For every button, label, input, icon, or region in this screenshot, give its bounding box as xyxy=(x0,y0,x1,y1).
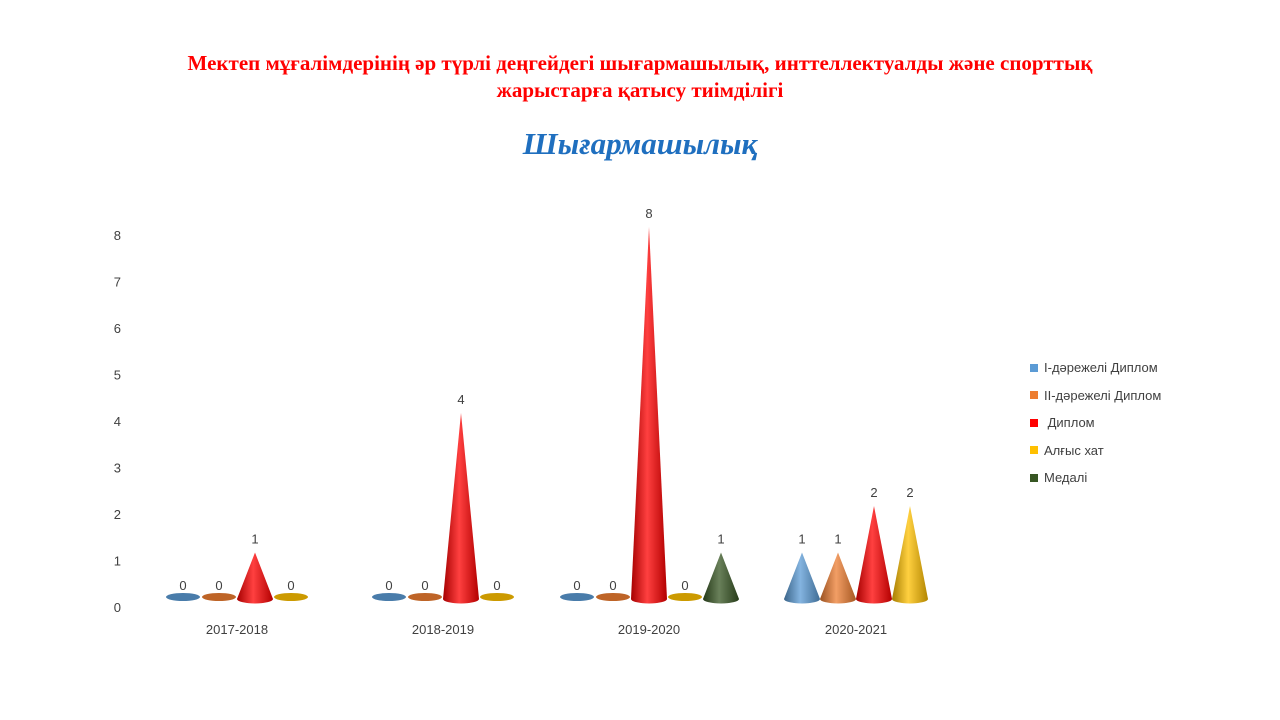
y-tick-label: 2 xyxy=(114,507,121,522)
category-label: 2017-2018 xyxy=(206,622,268,637)
data-label: 0 xyxy=(385,578,392,593)
legend-swatch xyxy=(1030,391,1038,400)
category-label: 2020-2021 xyxy=(825,622,887,637)
cone-mark xyxy=(274,593,308,601)
cone-mark xyxy=(560,593,594,601)
y-tick-label: 6 xyxy=(114,321,121,336)
cone-mark xyxy=(784,552,820,604)
data-label: 1 xyxy=(798,532,805,547)
data-label: 4 xyxy=(457,392,464,407)
cone-mark xyxy=(166,593,200,601)
data-label: 0 xyxy=(179,578,186,593)
main-title: Мектеп мұғалімдерінің әр түрлі деңгейдег… xyxy=(80,50,1200,104)
y-tick-label: 7 xyxy=(114,275,121,290)
data-label: 0 xyxy=(493,578,500,593)
data-label: 0 xyxy=(287,578,294,593)
data-label: 1 xyxy=(834,532,841,547)
legend-label: I-дәрежелі Диплом xyxy=(1044,360,1158,376)
y-tick-label: 4 xyxy=(114,414,121,429)
y-tick-label: 0 xyxy=(114,600,121,615)
data-label: 1 xyxy=(717,532,724,547)
cone-mark xyxy=(237,552,273,604)
cone-mark xyxy=(408,593,442,601)
y-tick-label: 1 xyxy=(114,554,121,569)
legend-item: Диплом xyxy=(1030,409,1161,437)
data-label: 0 xyxy=(573,578,580,593)
cone-mark xyxy=(480,593,514,601)
cone-mark xyxy=(443,413,479,604)
chart-title: Шығармашылық xyxy=(522,126,758,161)
legend-label: II-дәрежелі Диплом xyxy=(1044,387,1162,403)
cone-mark xyxy=(703,552,739,604)
category-label: 2018-2019 xyxy=(412,622,474,637)
legend-item: Алғыс хат xyxy=(1030,437,1161,465)
legend-item: II-дәрежелі Диплом xyxy=(1030,382,1161,410)
cone-mark xyxy=(202,593,236,601)
legend-swatch xyxy=(1030,446,1038,455)
data-label: 0 xyxy=(421,578,428,593)
cone-mark xyxy=(596,593,630,601)
legend-label: Алғыс хат xyxy=(1044,442,1104,458)
cone-mark xyxy=(856,506,892,604)
chart-legend: I-дәрежелі Диплом II-дәрежелі Диплом Дипл… xyxy=(1030,354,1161,492)
legend-label: Медалі xyxy=(1044,470,1088,486)
data-label: 2 xyxy=(870,485,877,500)
legend-swatch xyxy=(1030,418,1038,427)
data-label: 0 xyxy=(609,578,616,593)
data-label: 0 xyxy=(215,578,222,593)
legend-label: Диплом xyxy=(1044,415,1095,431)
data-label: 2 xyxy=(906,485,913,500)
cone-mark xyxy=(668,593,702,601)
main-title-line-2: жарыстарға қатысу тиімділігі xyxy=(496,78,784,102)
legend-item: I-дәрежелі Диплом xyxy=(1030,354,1161,382)
cone-mark xyxy=(631,227,667,604)
y-tick-label: 5 xyxy=(114,368,121,383)
data-label: 0 xyxy=(681,578,688,593)
legend-item: Медалі xyxy=(1030,464,1161,492)
cone-mark xyxy=(372,593,406,601)
data-label: 8 xyxy=(645,206,652,221)
y-tick-label: 3 xyxy=(114,461,121,476)
legend-swatch xyxy=(1030,363,1038,372)
main-title-line-1: Мектеп мұғалімдерінің әр түрлі деңгейдег… xyxy=(187,51,1093,75)
legend-swatch xyxy=(1030,473,1038,482)
cone-mark xyxy=(820,552,856,604)
category-label: 2019-2020 xyxy=(618,622,680,637)
cone-mark xyxy=(892,506,928,604)
data-label: 1 xyxy=(251,532,258,547)
y-tick-label: 8 xyxy=(114,228,121,243)
